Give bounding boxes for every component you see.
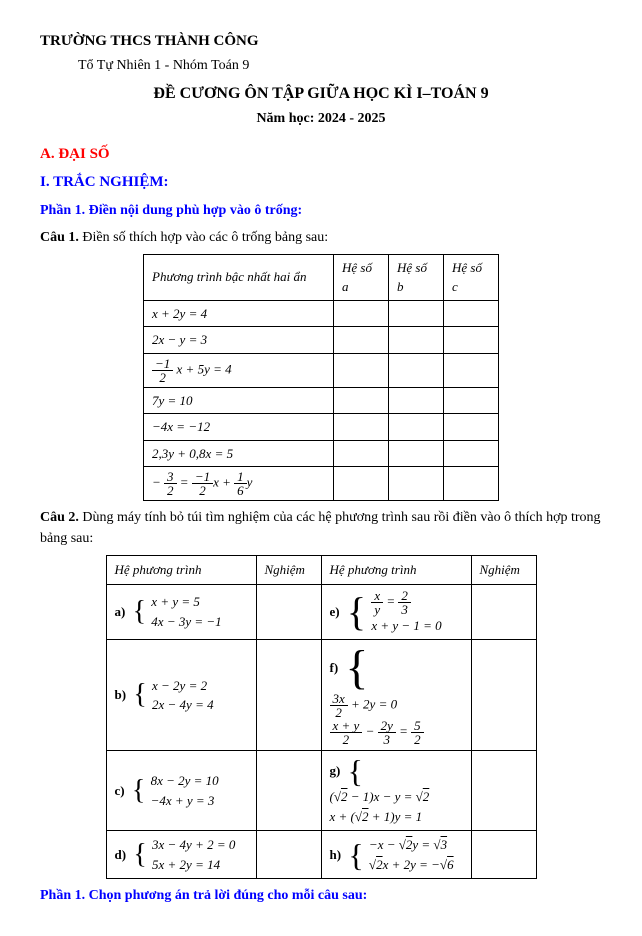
brace-icon: {: [133, 841, 146, 869]
cau1-label: Câu 1.: [40, 230, 79, 245]
th-sys2: Hệ phương trình: [321, 556, 471, 585]
system-e: xy = 23 x + y − 1 = 0: [371, 589, 441, 636]
eq-cell: −4x = −12: [152, 417, 210, 437]
cau1-text: Câu 1. Điền số thích hợp vào các ô trống…: [40, 227, 602, 248]
table-row: x + 2y = 4: [144, 300, 499, 327]
cau1-body: Điền số thích hợp vào các ô trống bảng s…: [79, 230, 328, 245]
th-eq: Phương trình bậc nhất hai ẩn: [144, 254, 334, 300]
eq-cell: x + 2y = 4: [152, 304, 207, 324]
th-a: Hệ số a: [334, 254, 389, 300]
brace-icon: {: [133, 681, 146, 709]
system-a: x + y = 5 4x − 3y = −1: [151, 592, 221, 631]
school-name: TRƯỜNG THCS THÀNH CÔNG: [40, 30, 602, 53]
th-b: Hệ số b: [389, 254, 444, 300]
brace-icon: {: [348, 839, 363, 871]
eq-cell: 2,3y + 0,8x = 5: [152, 444, 233, 464]
section-a-heading: A. ĐẠI SỐ: [40, 143, 602, 166]
label-g: g): [330, 761, 341, 781]
eq-cell: − 32 = −12x + 16y: [152, 470, 252, 497]
th-ans1: Nghiệm: [256, 556, 321, 585]
table-row: − 32 = −12x + 16y: [144, 467, 499, 501]
phan2-heading: Phần 1. Chọn phương án trả lời đúng cho …: [40, 885, 602, 906]
group-line: Tổ Tự Nhiên 1 - Nhóm Toán 9: [78, 55, 602, 76]
table-row: 7y = 10: [144, 387, 499, 414]
label-a: a): [115, 602, 126, 622]
brace-icon: {: [133, 598, 146, 626]
system-f: 3x2 + 2y = 0 x + y2 − 2y3 = 52: [330, 692, 424, 746]
table-row: a) { x + y = 5 4x − 3y = −1 e) { xy = 23…: [106, 584, 536, 640]
brace-icon: {: [347, 592, 366, 632]
table-row: −4x = −12: [144, 414, 499, 441]
brace-icon: {: [345, 644, 368, 692]
table-row: 2,3y + 0,8x = 5: [144, 440, 499, 467]
doc-title: ĐỀ CƯƠNG ÔN TẬP GIỮA HỌC KÌ I–TOÁN 9: [40, 82, 602, 106]
label-c: c): [115, 781, 125, 801]
th-c: Hệ số c: [444, 254, 499, 300]
table-row: c) { 8x − 2y = 10 −4x + y = 3 g) { (√2 −…: [106, 751, 536, 831]
table-row: b) { x − 2y = 2 2x − 4y = 4 f) { 3x2 + 2…: [106, 640, 536, 751]
system-c: 8x − 2y = 10 −4x + y = 3: [151, 771, 219, 810]
cau2-body: Dùng máy tính bỏ túi tìm nghiệm của các …: [40, 510, 601, 546]
label-f: f): [330, 658, 339, 678]
label-h: h): [330, 845, 342, 865]
cau2-label: Câu 2.: [40, 510, 79, 525]
table-row: 2x − y = 3: [144, 327, 499, 354]
label-b: b): [115, 685, 127, 705]
system-g: (√2 − 1)x − y = √2 x + (√2 + 1)y = 1: [330, 787, 430, 826]
brace-icon: {: [132, 777, 145, 805]
label-d: d): [115, 845, 127, 865]
th-sys1: Hệ phương trình: [106, 556, 256, 585]
table-row: Phương trình bậc nhất hai ẩn Hệ số a Hệ …: [144, 254, 499, 300]
system-d: 3x − 4y + 2 = 0 5x + 2y = 14: [152, 835, 235, 874]
table-cau1: Phương trình bậc nhất hai ẩn Hệ số a Hệ …: [143, 254, 499, 502]
eq-cell: 2x − y = 3: [152, 330, 207, 350]
eq-cell: 7y = 10: [152, 391, 193, 411]
brace-icon: {: [348, 755, 363, 787]
label-e: e): [330, 602, 340, 622]
system-b: x − 2y = 2 2x − 4y = 4: [152, 676, 214, 715]
table-cau2: Hệ phương trình Nghiệm Hệ phương trình N…: [106, 555, 537, 879]
table-row: Hệ phương trình Nghiệm Hệ phương trình N…: [106, 556, 536, 585]
phan1-heading: Phần 1. Điền nội dung phù hợp vào ô trốn…: [40, 200, 602, 221]
eq-cell: −12 x + 5y = 4: [152, 357, 232, 384]
section-i-heading: I. TRẮC NGHIỆM:: [40, 171, 602, 194]
th-ans2: Nghiệm: [471, 556, 536, 585]
system-h: −x − √2y = √3 √2x + 2y = −√6: [369, 835, 454, 874]
school-year: Năm học: 2024 - 2025: [40, 108, 602, 129]
table-row: −12 x + 5y = 4: [144, 353, 499, 387]
cau2-text: Câu 2. Dùng máy tính bỏ túi tìm nghiệm c…: [40, 507, 602, 549]
